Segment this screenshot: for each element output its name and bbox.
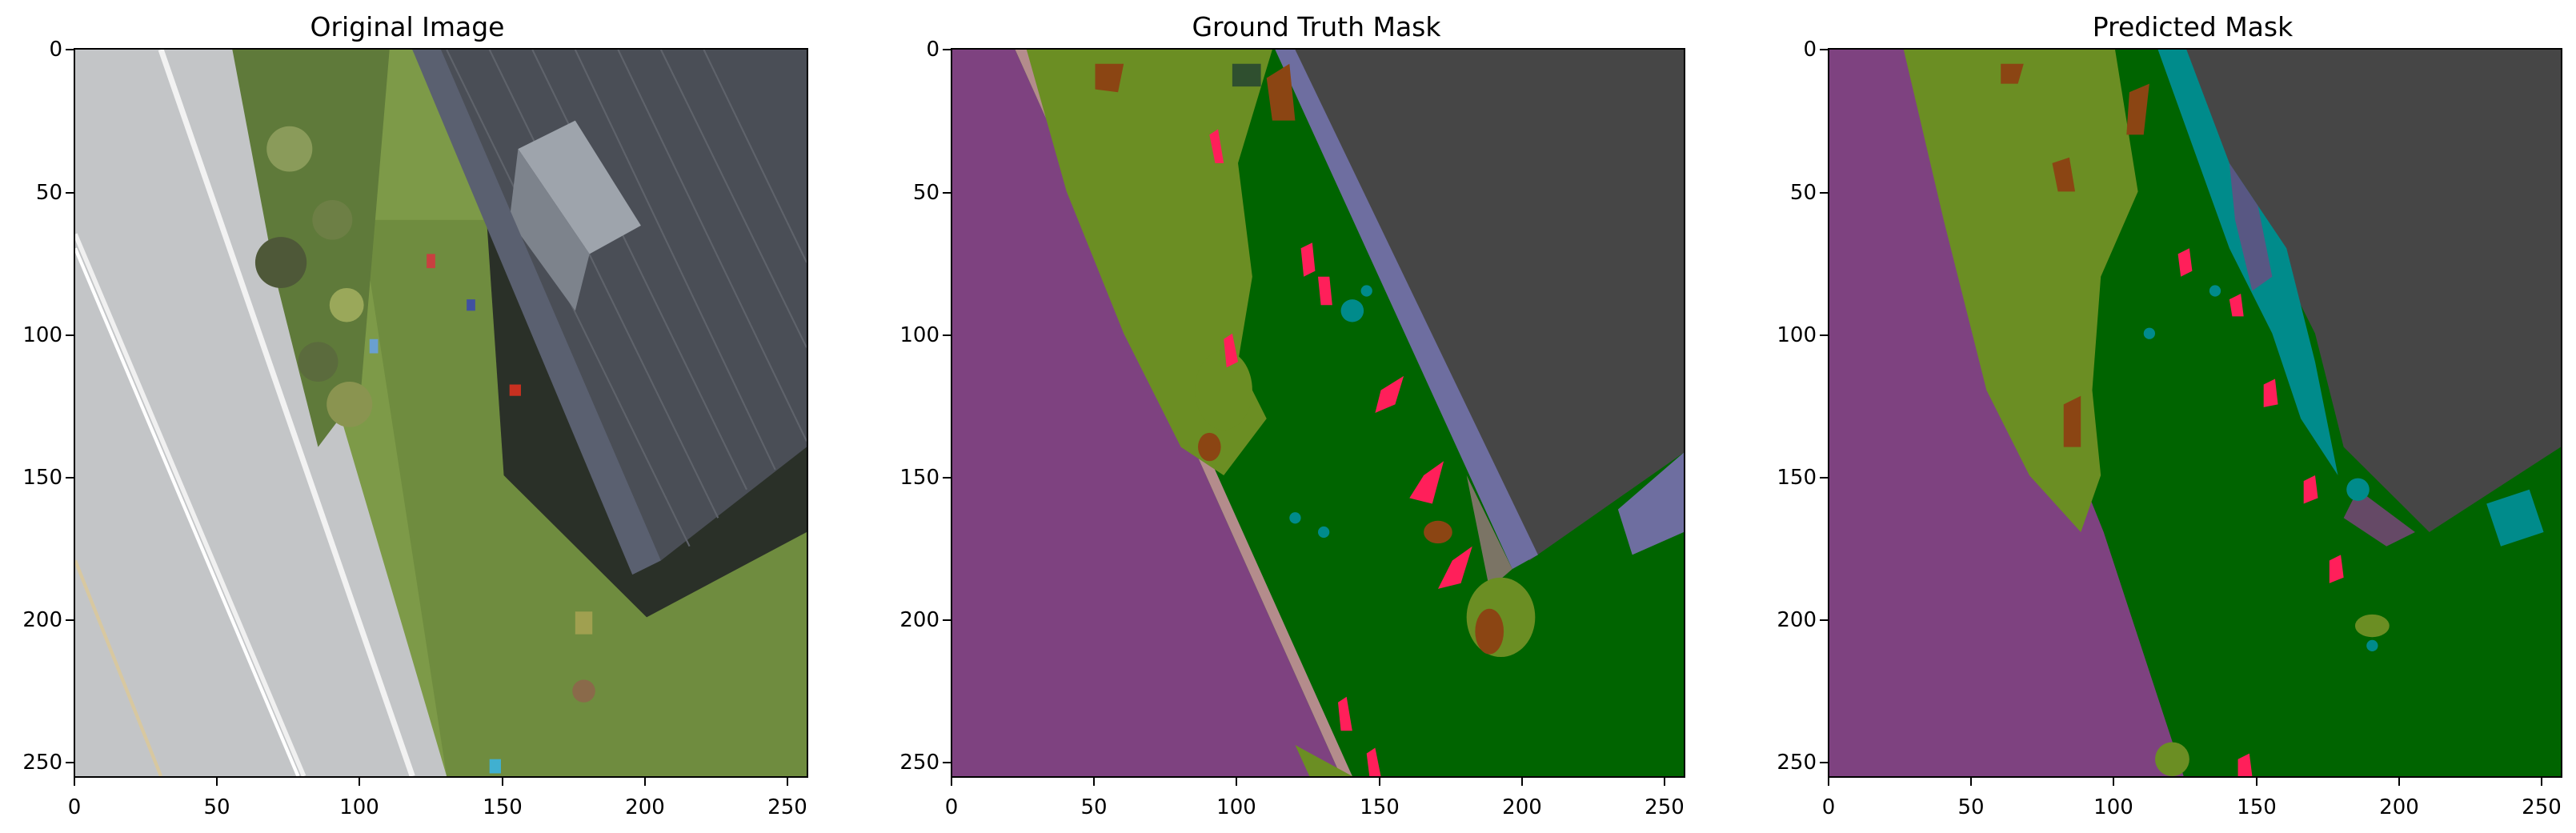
y-tick-label: 150 — [899, 466, 939, 490]
y-tick-label: 250 — [22, 751, 62, 775]
x-tick-label: 200 — [1502, 795, 1542, 819]
ground-truth-mask-art — [952, 50, 1684, 776]
x-tick-label: 250 — [767, 795, 807, 819]
x-tick-label: 250 — [1645, 795, 1685, 819]
x-tick-label: 0 — [67, 795, 82, 819]
y-tick-label: 250 — [899, 751, 939, 775]
y-tick-label: 0 — [1803, 38, 1817, 62]
original-image-art — [75, 50, 807, 776]
y-tick-label: 100 — [1777, 323, 1817, 347]
y-tick-label: 200 — [22, 608, 62, 632]
panel-title: Predicted Mask — [2092, 11, 2294, 42]
x-tick-label: 100 — [2093, 795, 2133, 819]
original-image — [74, 48, 808, 778]
x-tick-label: 0 — [944, 795, 959, 819]
x-tick-label: 250 — [2522, 795, 2562, 819]
y-tick-label: 0 — [49, 38, 62, 62]
y-tick-label: 100 — [899, 323, 939, 347]
predicted-mask-art — [1829, 50, 2561, 776]
panel-title: Ground Truth Mask — [1192, 11, 1441, 42]
predicted-mask — [1828, 48, 2562, 778]
x-tick-label: 150 — [483, 795, 523, 819]
y-tick-label: 50 — [1789, 181, 1817, 205]
y-tick-label: 200 — [1777, 608, 1817, 632]
y-tick-label: 50 — [35, 181, 62, 205]
x-tick-label: 200 — [2379, 795, 2419, 819]
x-tick-label: 200 — [625, 795, 665, 819]
y-tick-label: 200 — [899, 608, 939, 632]
x-tick-label: 50 — [1080, 795, 1108, 819]
ground-truth-mask — [951, 48, 1685, 778]
panel-predicted: Predicted Mask — [1751, 0, 2576, 833]
panel-ground-truth: Ground Truth Mask — [875, 0, 1708, 833]
panel-original: Original Image — [0, 0, 832, 833]
y-tick-label: 150 — [22, 466, 62, 490]
panel-title: Original Image — [310, 11, 505, 42]
y-tick-label: 100 — [22, 323, 62, 347]
x-tick-label: 0 — [1821, 795, 1836, 819]
x-tick-label: 150 — [1360, 795, 1400, 819]
y-tick-label: 250 — [1777, 751, 1817, 775]
x-tick-label: 50 — [203, 795, 230, 819]
x-tick-label: 100 — [1216, 795, 1256, 819]
y-tick-label: 0 — [926, 38, 939, 62]
x-tick-label: 50 — [1957, 795, 1985, 819]
x-tick-label: 150 — [2237, 795, 2277, 819]
x-tick-label: 100 — [339, 795, 379, 819]
y-tick-label: 50 — [912, 181, 939, 205]
y-tick-label: 150 — [1777, 466, 1817, 490]
